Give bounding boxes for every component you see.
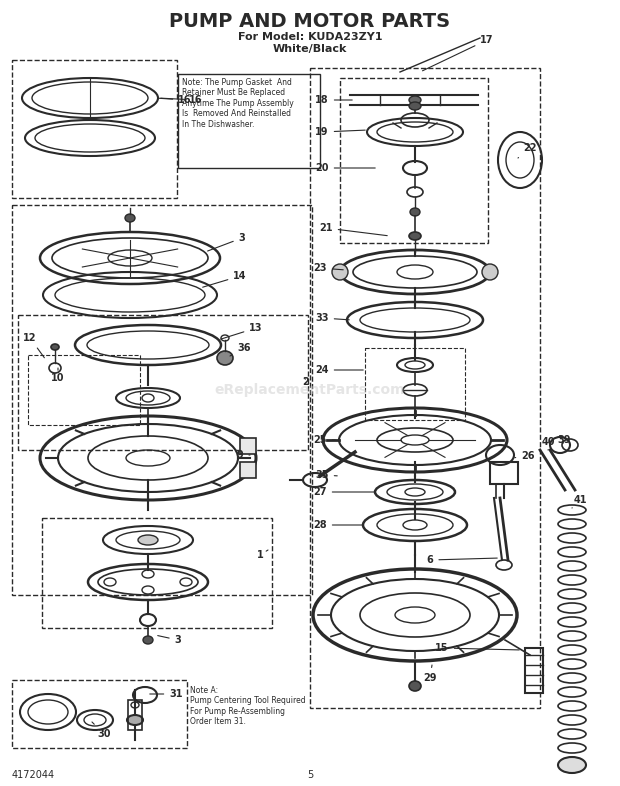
Ellipse shape [127,715,143,725]
Text: PUMP AND MOTOR PARTS: PUMP AND MOTOR PARTS [169,12,451,31]
Text: 13: 13 [221,323,263,340]
Text: 18: 18 [315,95,352,105]
Text: 27: 27 [313,487,375,497]
Text: 40: 40 [541,437,555,450]
Text: 22: 22 [518,143,537,158]
Text: 33: 33 [315,313,349,323]
Bar [12,205,312,595]
Bar [18,315,308,450]
Bar [365,348,465,420]
Text: 5: 5 [307,770,313,780]
Bar [28,355,140,425]
Text: eReplacementParts.com: eReplacementParts.com [215,383,405,397]
Bar [42,518,272,628]
Text: 17: 17 [422,35,494,71]
Text: 10: 10 [51,368,64,383]
Text: 26: 26 [515,451,534,461]
Bar [490,462,518,484]
Text: 30: 30 [92,722,111,739]
Text: 20: 20 [315,163,375,173]
Bar [178,74,320,168]
Ellipse shape [409,232,421,240]
Text: 28: 28 [313,520,363,530]
Ellipse shape [482,264,498,280]
Text: 2: 2 [303,377,309,387]
Text: 9: 9 [237,450,250,460]
Ellipse shape [125,214,135,222]
Text: 1: 1 [257,550,268,560]
Text: Note A:
Pump Centering Tool Required
For Pump Re-Assembling
Order Item 31.: Note A: Pump Centering Tool Required For… [190,686,306,726]
Text: For Model: KUDA23ZY1: For Model: KUDA23ZY1 [237,32,383,42]
Bar [310,68,540,708]
Text: 16: 16 [157,95,192,105]
Text: White/Black: White/Black [273,44,347,54]
Text: 35: 35 [315,470,337,480]
Bar [12,60,177,198]
Bar [340,78,488,243]
Ellipse shape [409,681,421,691]
Ellipse shape [409,96,421,104]
Bar [240,462,256,478]
Ellipse shape [409,102,421,110]
Ellipse shape [138,535,158,545]
Text: 3: 3 [208,233,246,251]
Bar [240,438,256,454]
Text: 21: 21 [319,223,388,236]
Text: 4172044: 4172044 [12,770,55,780]
Text: 31: 31 [150,689,183,699]
Ellipse shape [51,344,59,350]
Bar [12,680,187,748]
Text: 39: 39 [557,435,571,445]
Text: 36: 36 [230,343,250,356]
Ellipse shape [332,264,348,280]
Bar [525,648,543,693]
Text: 41: 41 [572,495,587,508]
Text: 12: 12 [24,333,45,358]
Ellipse shape [143,636,153,644]
Text: 19: 19 [315,127,365,137]
Ellipse shape [558,757,586,773]
Text: 6: 6 [427,555,497,565]
Text: 3: 3 [157,635,182,645]
Text: 29: 29 [423,665,436,683]
Ellipse shape [410,208,420,216]
Text: 15: 15 [435,643,519,653]
Text: 23: 23 [313,263,343,273]
Text: Note: The Pump Gasket  And
Retainer Must Be Replaced
Anytime The Pump Assembly
I: Note: The Pump Gasket And Retainer Must … [182,78,294,129]
Text: 16: 16 [161,95,203,105]
Text: 24: 24 [315,365,363,375]
Bar [128,700,142,730]
Text: 25: 25 [313,435,335,445]
Ellipse shape [217,351,233,365]
Text: 14: 14 [203,271,247,287]
